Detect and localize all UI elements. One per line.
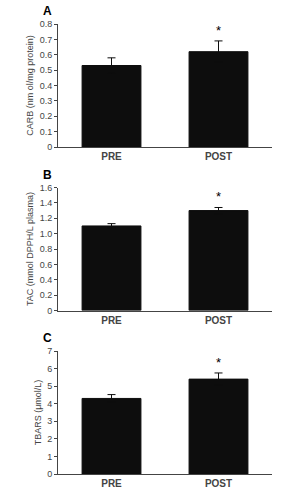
svg-text:POST: POST [205,315,232,326]
svg-text:C: C [43,331,52,345]
svg-text:TBARS (μmol/L): TBARS (μmol/L) [33,380,43,446]
svg-text:A: A [43,4,52,18]
svg-text:B: B [43,168,52,182]
svg-text:3: 3 [47,416,52,426]
svg-text:0: 0 [47,469,52,479]
svg-text:1: 1 [47,452,52,462]
svg-text:0.6: 0.6 [40,260,53,270]
svg-text:4: 4 [47,399,52,409]
svg-text:0.4: 0.4 [40,81,53,91]
svg-text:1.0: 1.0 [40,229,53,239]
svg-text:0.2: 0.2 [40,290,53,300]
svg-text:0: 0 [47,306,52,316]
svg-text:PRE: PRE [101,478,122,489]
svg-text:0.3: 0.3 [40,96,53,106]
svg-text:*: * [216,355,221,370]
svg-text:5: 5 [47,381,52,391]
svg-text:1.2: 1.2 [40,213,53,223]
svg-text:*: * [216,23,221,38]
svg-text:CARB (nm ol/mg protein): CARB (nm ol/mg protein) [25,35,35,136]
svg-text:TAC (mmol DPPH/L plasma): TAC (mmol DPPH/L plasma) [25,192,35,306]
svg-text:1.6: 1.6 [40,183,53,193]
svg-text:PRE: PRE [101,151,122,162]
svg-text:0.1: 0.1 [40,127,53,137]
svg-text:0.5: 0.5 [40,65,53,75]
svg-text:0.7: 0.7 [40,35,53,45]
svg-text:6: 6 [47,364,52,374]
svg-text:POST: POST [205,478,232,489]
svg-text:PRE: PRE [101,315,122,326]
svg-text:0.6: 0.6 [40,50,53,60]
svg-text:0: 0 [47,142,52,152]
svg-text:0.8: 0.8 [40,19,53,29]
svg-text:0.2: 0.2 [40,111,53,121]
svg-text:2: 2 [47,434,52,444]
svg-text:1.4: 1.4 [40,198,53,208]
svg-text:0.8: 0.8 [40,244,53,254]
svg-text:0.4: 0.4 [40,275,53,285]
svg-text:POST: POST [205,151,232,162]
svg-text:*: * [216,189,221,204]
svg-text:7: 7 [47,346,52,356]
